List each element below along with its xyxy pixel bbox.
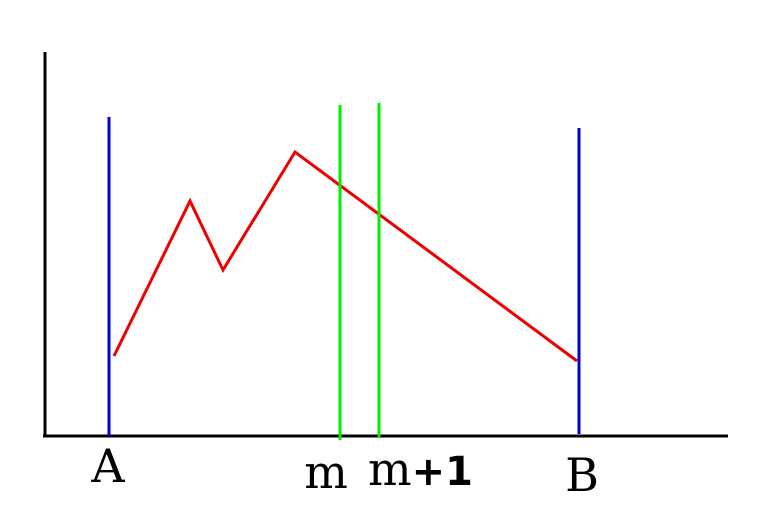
label-m-plus-1: m+1 [368, 442, 473, 496]
label-a: A [90, 439, 125, 493]
function-curve [112, 149, 578, 363]
label-m-plus-1-letter: m [368, 442, 412, 496]
label-m: m [304, 445, 348, 499]
label-b: B [565, 448, 599, 502]
label-m-plus-1-suffix: +1 [412, 449, 473, 495]
